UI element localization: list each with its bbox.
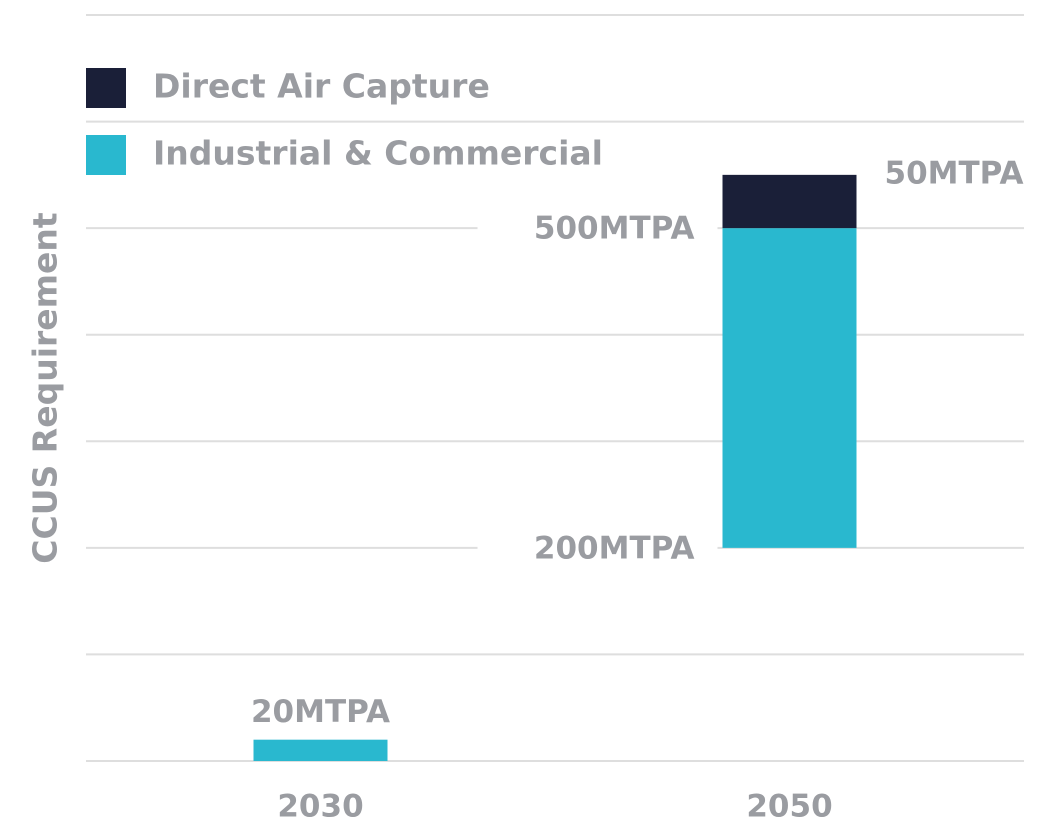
legend-label: Industrial & Commercial <box>153 134 603 173</box>
legend-swatch <box>86 135 126 175</box>
bar <box>722 228 857 548</box>
legend-label: Direct Air Capture <box>153 67 490 106</box>
value-label: 200MTPA <box>534 530 695 566</box>
label-bg <box>477 208 718 249</box>
value-label: 50MTPA <box>885 155 1024 191</box>
value-label: 20MTPA <box>251 694 390 730</box>
legend-swatch <box>86 68 126 108</box>
value-label: 500MTPA <box>534 211 695 247</box>
bar <box>253 739 388 761</box>
x-tick-label: 2030 <box>277 789 363 825</box>
y-axis-title: CCUS Requirement <box>26 212 65 564</box>
bar <box>722 174 857 229</box>
label-bg <box>477 527 718 568</box>
x-tick-label: 2050 <box>746 789 832 825</box>
